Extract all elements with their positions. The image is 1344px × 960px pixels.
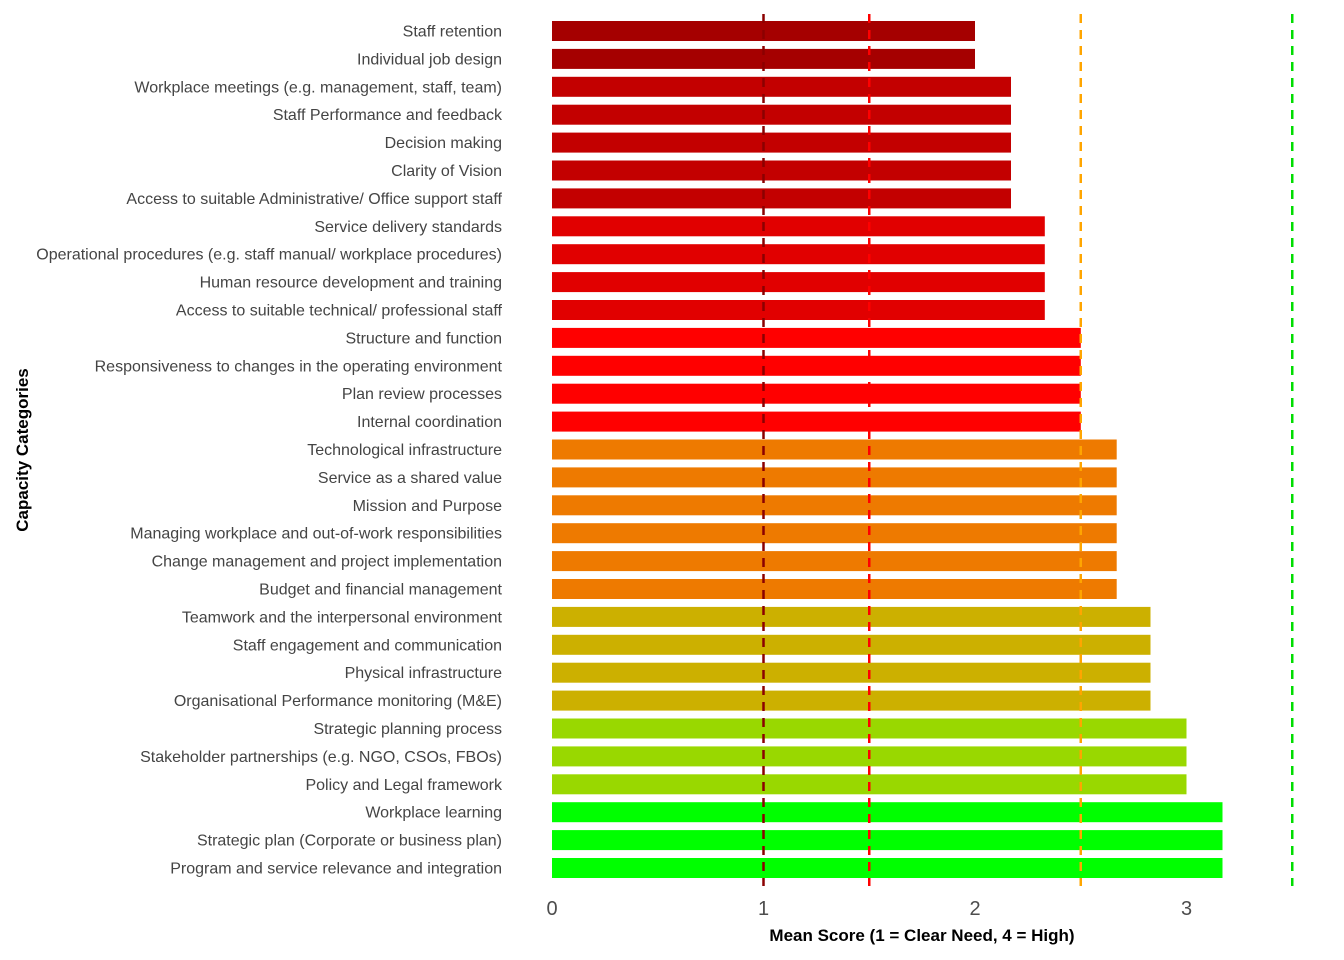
category-label: Staff engagement and communication	[233, 637, 502, 654]
category-label: Physical infrastructure	[345, 665, 502, 682]
x-axis-title: Mean Score (1 = Clear Need, 4 = High)	[769, 926, 1074, 945]
bars-layer	[552, 21, 1223, 878]
category-label: Individual job design	[357, 51, 502, 68]
x-tick-label: 2	[969, 898, 980, 920]
bar	[552, 523, 1117, 544]
bar	[552, 579, 1117, 599]
bar	[552, 606, 1151, 627]
category-label: Staff Performance and feedback	[273, 107, 503, 124]
category-label: Responsiveness to changes in the operati…	[95, 358, 503, 375]
bar	[552, 802, 1223, 823]
bar	[552, 216, 1045, 237]
bar	[552, 690, 1151, 711]
category-label: Clarity of Vision	[391, 163, 502, 180]
bar	[552, 160, 1011, 181]
x-tick-label: 0	[546, 898, 557, 920]
bar	[552, 132, 1011, 153]
bar	[552, 272, 1045, 293]
category-label: Workplace meetings (e.g. management, sta…	[134, 79, 502, 96]
category-label: Policy and Legal framework	[305, 777, 503, 794]
bar	[552, 76, 1011, 97]
category-label: Technological infrastructure	[307, 442, 502, 459]
category-label: Staff retention	[403, 24, 502, 41]
category-label: Workplace learning	[365, 805, 502, 822]
bar	[552, 634, 1151, 655]
bar	[552, 244, 1045, 265]
bar	[552, 662, 1151, 683]
x-tick-label: 3	[1181, 898, 1192, 920]
category-label: Human resource development and training	[200, 275, 502, 292]
category-label: Strategic plan (Corporate or business pl…	[197, 833, 502, 850]
category-label: Managing workplace and out-of-work respo…	[130, 526, 502, 543]
bar	[552, 300, 1045, 320]
bar	[552, 467, 1117, 488]
bar	[552, 858, 1223, 878]
x-tick-label: 1	[758, 898, 769, 920]
bar	[552, 830, 1223, 851]
category-label: Access to suitable technical/ profession…	[176, 303, 503, 320]
x-axis-ticks: 0 1 2 3	[546, 898, 1192, 920]
category-label: Mission and Purpose	[353, 498, 503, 515]
category-label: Access to suitable Administrative/ Offic…	[126, 191, 502, 208]
category-label: Service delivery standards	[314, 219, 502, 236]
category-label: Decision making	[385, 135, 502, 152]
bar	[552, 104, 1011, 125]
bar	[552, 495, 1117, 516]
category-label: Organisational Performance monitoring (M…	[174, 693, 502, 710]
category-label: Budget and financial management	[259, 582, 502, 599]
category-label: Teamwork and the interpersonal environme…	[182, 609, 503, 626]
category-label: Service as a shared value	[318, 470, 502, 487]
category-label: Change management and project implementa…	[152, 554, 502, 571]
bar	[552, 411, 1081, 432]
category-label: Plan review processes	[342, 386, 502, 403]
category-labels: Staff retention Individual job design Work…	[36, 24, 503, 878]
bar	[552, 355, 1081, 376]
category-label: Operational procedures (e.g. staff manua…	[36, 247, 502, 264]
y-axis-title: Capacity Categories	[13, 368, 32, 531]
bar	[552, 439, 1117, 460]
bar	[552, 188, 1011, 209]
bar	[552, 383, 1081, 404]
bar	[552, 551, 1117, 572]
category-label: Program and service relevance and integr…	[170, 861, 502, 878]
category-label: Structure and function	[345, 330, 502, 347]
category-label: Strategic planning process	[313, 721, 502, 738]
bar	[552, 718, 1187, 739]
category-label: Stakeholder partnerships (e.g. NGO, CSOs…	[140, 749, 502, 766]
reference-lines-layer	[762, 14, 1294, 886]
category-label: Internal coordination	[357, 414, 502, 431]
bar	[552, 327, 1081, 348]
